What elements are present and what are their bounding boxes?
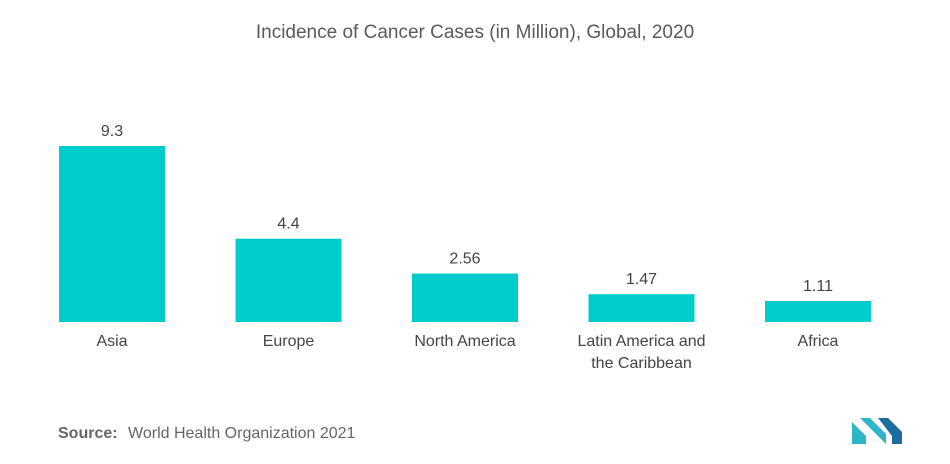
category-label: Europe [263, 333, 315, 350]
category-label: Latin America and [577, 333, 705, 350]
data-label: 1.11 [803, 278, 833, 295]
source-note: Source: World Health Organization 2021 [58, 425, 355, 443]
chart-title: Incidence of Cancer Cases (in Million), … [255, 22, 695, 43]
data-label: 9.3 [101, 123, 123, 140]
data-label: 4.4 [277, 216, 299, 233]
data-label: 2.56 [449, 251, 480, 268]
bar-north-america [412, 273, 518, 322]
source-text: World Health Organization 2021 [128, 425, 356, 442]
bar-europe [235, 238, 342, 322]
category-label: Africa [798, 333, 839, 350]
bar-africa [765, 300, 871, 322]
data-label: 1.47 [626, 271, 657, 288]
mordor-logo-icon [852, 418, 902, 444]
category-label: Asia [96, 333, 127, 350]
category-label: the Caribbean [591, 355, 692, 372]
bar-asia [59, 146, 165, 322]
category-label: North America [414, 333, 515, 350]
source-label: Source: [58, 425, 118, 442]
bar-latin-america-and-the-caribbean [588, 294, 695, 322]
